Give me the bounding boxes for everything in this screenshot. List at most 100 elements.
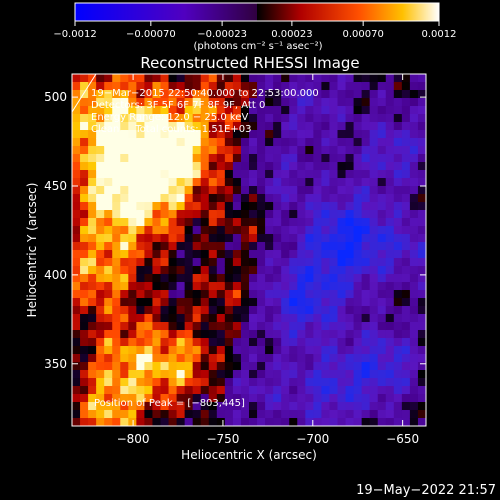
heatmap-cell — [265, 354, 274, 363]
heatmap-cell — [329, 138, 339, 147]
heatmap-cell — [200, 346, 210, 355]
heatmap-cell — [152, 226, 162, 235]
heatmap-cell — [136, 258, 146, 267]
heatmap-cell — [289, 410, 298, 419]
heatmap-cell — [353, 170, 363, 179]
heatmap-cell — [200, 410, 210, 419]
heatmap-cell — [361, 410, 371, 419]
heatmap-cell — [160, 186, 170, 195]
heatmap-cell — [321, 314, 331, 323]
heatmap-cell — [112, 194, 121, 203]
colorbar-ticks: −0.0012 −0.00070 −0.00023 0.00023 0.00070 0.0… — [53, 21, 457, 40]
heatmap-cell — [401, 290, 411, 299]
heatmap-cell — [401, 410, 411, 419]
heatmap-cell — [385, 194, 395, 203]
heatmap-cell — [321, 354, 331, 363]
heatmap-cell — [281, 186, 290, 195]
heatmap-cell — [184, 226, 194, 235]
heatmap-cell — [337, 154, 347, 163]
heatmap-cell — [353, 314, 363, 323]
heatmap-cell — [72, 362, 81, 371]
heatmap-cell — [160, 170, 170, 179]
heatmap-cell — [136, 74, 146, 83]
heatmap-cell — [120, 178, 129, 187]
heatmap-cell — [281, 378, 290, 387]
heatmap-cell — [305, 178, 314, 187]
heatmap-cell — [361, 290, 371, 299]
heatmap-cell — [216, 178, 226, 187]
heatmap-cell — [232, 226, 242, 235]
heatmap-cell — [297, 154, 306, 163]
heatmap-cell — [385, 290, 395, 299]
heatmap-cell — [297, 386, 306, 395]
heatmap-cell — [160, 298, 170, 307]
heatmap-cell — [257, 162, 266, 171]
heatmap-cell — [417, 98, 426, 107]
heatmap-cell — [281, 266, 290, 275]
heatmap-cell — [88, 170, 97, 179]
heatmap-cell — [369, 266, 379, 275]
heatmap-cell — [80, 378, 89, 387]
heatmap-cell — [289, 202, 298, 211]
heatmap-cell — [273, 82, 282, 91]
heatmap-cell — [136, 362, 146, 371]
heatmap-cell — [176, 418, 186, 426]
heatmap-cell — [80, 234, 89, 243]
heatmap-cell — [192, 346, 202, 355]
heatmap-cell — [176, 354, 186, 363]
heatmap-cell — [88, 346, 97, 355]
heatmap-cell — [377, 98, 387, 107]
heatmap-cell — [377, 186, 387, 195]
heatmap-cell — [329, 338, 339, 347]
heatmap-cell — [249, 250, 258, 259]
heatmap-cell — [297, 354, 306, 363]
heatmap-cell — [385, 250, 395, 259]
heatmap-cell — [369, 194, 379, 203]
heatmap-cell — [160, 178, 170, 187]
heatmap-cell — [72, 162, 81, 171]
heatmap-cell — [305, 202, 314, 211]
heatmap-cell — [208, 98, 218, 107]
heatmap-cell — [353, 202, 363, 211]
heatmap-cell — [72, 130, 81, 139]
heatmap-cell — [345, 130, 355, 139]
heatmap-cell — [176, 146, 186, 155]
heatmap-cell — [345, 354, 355, 363]
heatmap-cell — [240, 154, 250, 163]
heatmap-cell — [192, 98, 202, 107]
heatmap-cell — [289, 242, 298, 251]
heatmap-cell — [265, 234, 274, 243]
heatmap-cell — [353, 338, 363, 347]
heatmap-cell — [249, 330, 258, 339]
heatmap-cell — [240, 354, 250, 363]
heatmap-cell — [353, 306, 363, 315]
heatmap-cell — [80, 354, 89, 363]
heatmap-cell — [192, 154, 202, 163]
heatmap-cell — [273, 354, 282, 363]
heatmap-cell — [249, 306, 258, 315]
heatmap-cell — [208, 210, 218, 219]
heatmap-cell — [160, 82, 170, 91]
heatmap-cell — [321, 218, 331, 227]
heatmap-cell — [345, 346, 355, 355]
heatmap-cell — [257, 82, 266, 91]
heatmap-cell — [168, 130, 178, 139]
heatmap-cell — [128, 154, 137, 163]
heatmap-cell — [176, 74, 186, 83]
heatmap-cell — [393, 98, 403, 107]
heatmap-cell — [401, 258, 411, 267]
heatmap-cell — [80, 98, 89, 107]
heatmap-cell — [289, 354, 298, 363]
x-axis-label: Heliocentric X (arcsec) — [181, 448, 317, 462]
heatmap-cell — [128, 354, 137, 363]
heatmap-cell — [144, 370, 154, 379]
heatmap-cell — [417, 370, 426, 379]
heatmap-cell — [401, 394, 411, 403]
heatmap-cell — [305, 154, 314, 163]
heatmap-cell — [409, 210, 419, 219]
heatmap-cell — [168, 170, 178, 179]
heatmap-cell — [377, 330, 387, 339]
heatmap-cell — [176, 250, 186, 259]
heatmap-cell — [361, 146, 371, 155]
heatmap-cell — [120, 314, 129, 323]
